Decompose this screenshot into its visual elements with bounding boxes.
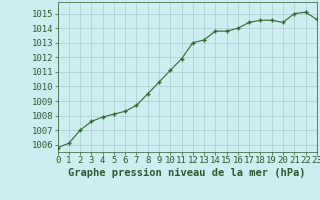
X-axis label: Graphe pression niveau de la mer (hPa): Graphe pression niveau de la mer (hPa) [68, 168, 306, 178]
